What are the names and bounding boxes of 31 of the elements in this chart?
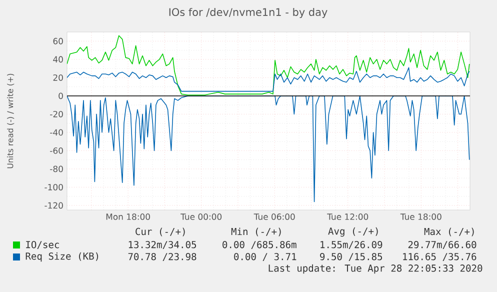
y-tick-label: 60 (53, 38, 63, 44)
x-tick-label: Tue 12:00 (327, 214, 368, 220)
x-tick-label: Mon 18:00 (106, 214, 150, 220)
text: 1.55m/26.09 (320, 241, 382, 249)
y-tick-label: -100 (44, 184, 63, 190)
y-tick-label: 40 (53, 56, 63, 63)
y-tick-label: 0 (58, 92, 63, 100)
y-tick-label: -80 (50, 166, 63, 172)
chart-title: IOs for /dev/nvme1n1 - by day (169, 8, 328, 18)
x-tick-label: Tue 06:00 (254, 214, 295, 220)
text: 70.78 /23.98 (128, 253, 196, 261)
y-tick-label: 20 (53, 74, 63, 81)
y-tick-label: -20 (50, 110, 63, 118)
text: Max (-/+) (424, 228, 474, 236)
text: 0.00 /685.86m (222, 241, 296, 249)
text: 29.77m/66.60 (408, 241, 476, 249)
text: 9.50 /15.85 (320, 253, 382, 261)
text: 0.00 / 3.71 (234, 253, 296, 261)
y-tick-label: -60 (50, 147, 63, 154)
y-tick-label: -120 (44, 202, 63, 209)
legend-label: Req Size (KB) (26, 252, 98, 262)
text: 116.65 /35.76 (403, 253, 476, 261)
text: 13.32m/34.05 (128, 241, 196, 249)
text: Avg (-/+) (328, 227, 378, 237)
x-tick-label: Tue 00:00 (180, 214, 222, 220)
text: Last update: Tue Apr 28 22:05:33 2020 (268, 264, 482, 274)
x-tick-label: Tue 18:00 (400, 214, 442, 220)
legend-label: IO/sec (26, 241, 59, 249)
y-tick-label: -40 (50, 129, 63, 136)
text: Min (-/+) (231, 228, 281, 236)
text: Cur (-/+) (136, 228, 185, 236)
